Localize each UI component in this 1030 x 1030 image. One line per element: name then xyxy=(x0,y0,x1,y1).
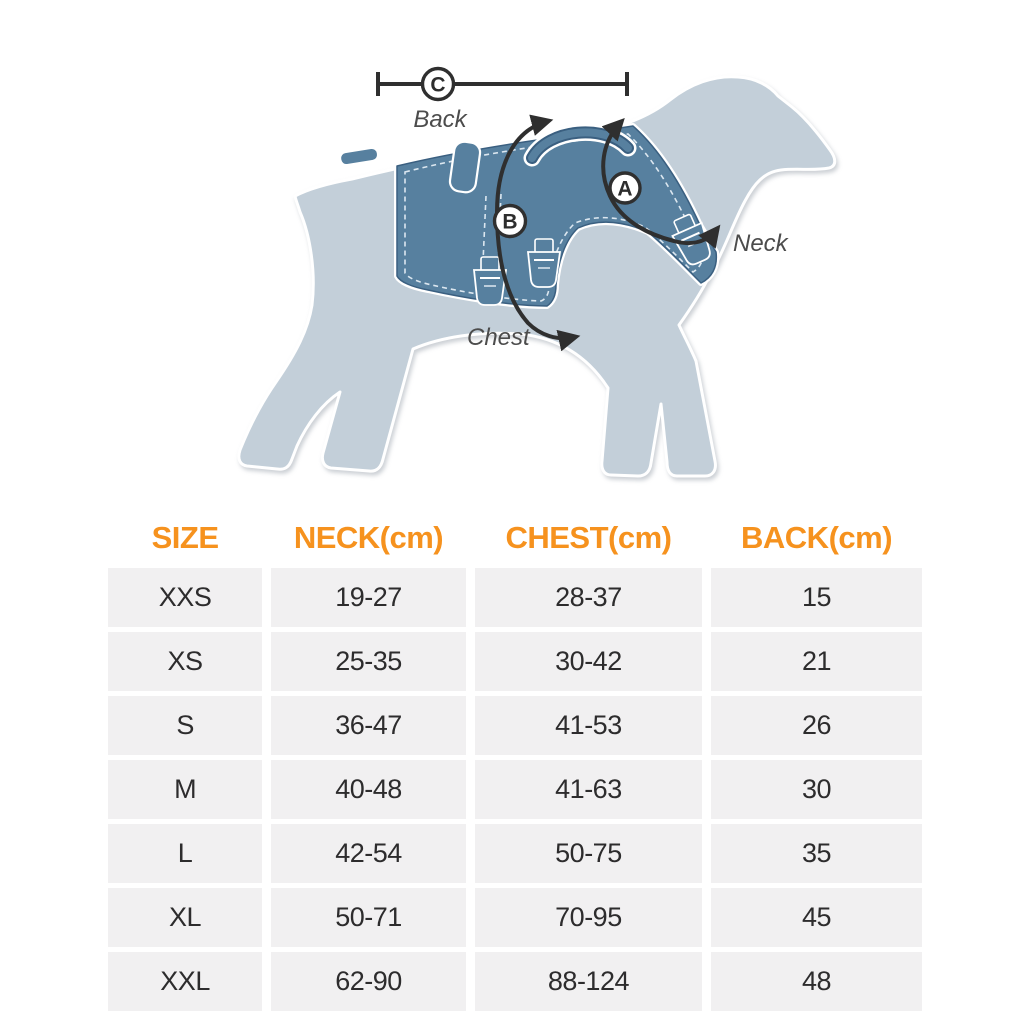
chest-cell: 41-53 xyxy=(474,696,703,755)
neck-cell: 25-35 xyxy=(271,632,466,691)
column-header-size: SIZE xyxy=(151,520,219,555)
table-row: M 40-48 41-63 30 xyxy=(108,760,922,819)
neck-cell: 36-47 xyxy=(271,696,466,755)
size-chart-table: SIZE NECK(cm) CHEST(cm) BACK(cm) XXS 19-… xyxy=(99,508,931,1016)
neck-cell: 19-27 xyxy=(271,568,466,627)
chest-cell: 30-42 xyxy=(474,632,703,691)
label-neck: Neck xyxy=(733,230,790,257)
neck-cell: 62-90 xyxy=(271,952,466,1011)
neck-cell: 42-54 xyxy=(271,824,466,883)
badge-a-letter: A xyxy=(617,178,632,201)
table-row: XXS 19-27 28-37 15 xyxy=(108,568,922,627)
badge-b xyxy=(492,203,528,239)
table-row: XXL 62-90 88-124 48 xyxy=(108,952,922,1011)
back-cell: 26 xyxy=(711,696,922,755)
column-header-chest: CHEST(cm) xyxy=(505,520,672,555)
label-back: Back xyxy=(413,106,468,133)
measurement-line-c xyxy=(376,72,629,96)
vest-rear-tab xyxy=(339,146,379,167)
size-cell: XXL xyxy=(108,952,263,1011)
size-cell: XS xyxy=(108,632,263,691)
table-row: L 42-54 50-75 35 xyxy=(108,824,922,883)
chest-cell: 50-75 xyxy=(474,824,703,883)
badge-b-letter: B xyxy=(502,211,517,234)
column-header-back: BACK(cm) xyxy=(741,520,893,555)
chest-cell: 41-63 xyxy=(474,760,703,819)
badge-c-letter: C xyxy=(430,74,445,97)
chest-cell: 70-95 xyxy=(474,888,703,947)
badge-a xyxy=(608,171,642,205)
size-cell: XXS xyxy=(108,568,263,627)
table-row: S 36-47 41-53 26 xyxy=(108,696,922,755)
vest-handle-post xyxy=(448,140,482,194)
chest-cell: 28-37 xyxy=(474,568,703,627)
size-cell: L xyxy=(108,824,263,883)
size-cell: XL xyxy=(108,888,263,947)
chest-cell: 88-124 xyxy=(474,952,703,1011)
dog-measurement-diagram: C Back B Chest A Neck xyxy=(237,66,837,478)
girth-curve-b xyxy=(494,114,581,352)
table-row: XL 50-71 70-95 45 xyxy=(108,888,922,947)
table-row: XS 25-35 30-42 21 xyxy=(108,632,922,691)
label-chest: Chest xyxy=(467,324,531,351)
badge-c xyxy=(420,66,456,102)
back-cell: 15 xyxy=(711,568,922,627)
back-cell: 35 xyxy=(711,824,922,883)
column-header-neck: NECK(cm) xyxy=(293,520,444,555)
back-cell: 21 xyxy=(711,632,922,691)
size-cell: M xyxy=(108,760,263,819)
neck-cell: 50-71 xyxy=(271,888,466,947)
back-cell: 48 xyxy=(711,952,922,1011)
back-cell: 45 xyxy=(711,888,922,947)
table-header-row: SIZE NECK(cm) CHEST(cm) BACK(cm) xyxy=(108,513,922,563)
back-cell: 30 xyxy=(711,760,922,819)
neck-cell: 40-48 xyxy=(271,760,466,819)
size-cell: S xyxy=(108,696,263,755)
girth-curve-a xyxy=(601,118,721,249)
annotations: C Back B Chest A Neck xyxy=(376,66,790,352)
